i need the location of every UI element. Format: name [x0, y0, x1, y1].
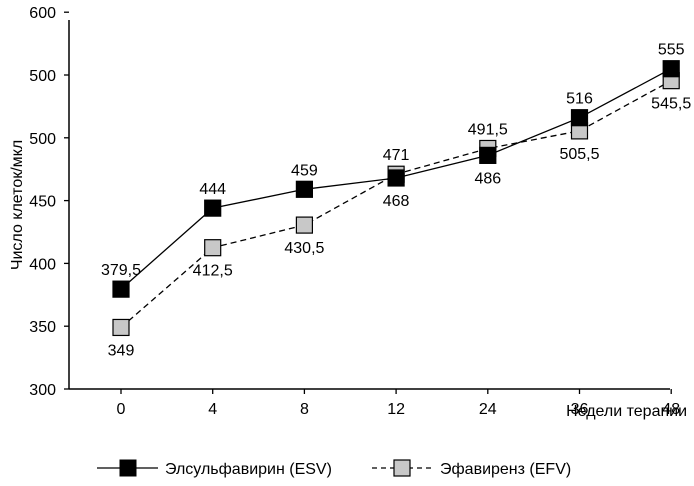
y-tick-label: 400 [29, 256, 56, 273]
data-point-esv [112, 280, 130, 298]
legend-item-efv: Эфавиренз (EFV) [372, 459, 571, 478]
data-point-esv [387, 169, 405, 187]
data-point-esv [204, 199, 222, 217]
y-tick-label: 350 [29, 319, 56, 336]
y-axis-title: Число клеток/мкл [9, 140, 26, 270]
legend-efv-marker [393, 459, 411, 477]
y-tick-label: 500 [29, 131, 56, 148]
data-point-esv [295, 180, 313, 198]
legend-esv-label: Элсульфавирин (ESV) [165, 461, 332, 478]
data-point-efv [295, 216, 313, 234]
data-label-esv: 516 [566, 91, 593, 108]
legend-efv-label: Эфавиренз (EFV) [440, 461, 571, 478]
data-point-efv [204, 239, 222, 257]
data-label-esv: 486 [474, 170, 501, 187]
data-label-esv: 379,5 [101, 262, 141, 279]
data-label-efv: 505,5 [559, 146, 599, 163]
data-labels: 379,5 444 459 468 486 516 555 349 412,5 430,5 471 4… [101, 42, 691, 360]
y-axis-ticks: 300 350 400 450 500 500 600 [29, 5, 69, 399]
data-label-efv: 430,5 [284, 240, 324, 257]
series-layer [112, 60, 680, 337]
data-point-esv [662, 60, 680, 78]
y-tick-label: 300 [29, 382, 56, 399]
data-label-esv: 459 [291, 162, 318, 179]
x-tick-label: 24 [479, 401, 497, 418]
data-label-efv: 491,5 [468, 121, 508, 138]
data-label-efv: 545,5 [651, 96, 691, 113]
y-tick-label: 600 [29, 5, 56, 22]
data-label-esv: 555 [658, 42, 685, 59]
legend: Элсульфавирин (ESV) Эфавиренз (EFV) [97, 459, 571, 478]
data-label-esv: 444 [199, 181, 226, 198]
x-tick-label: 12 [387, 401, 405, 418]
x-axis-ticks: 0 4 8 12 24 36 48 [117, 389, 680, 418]
x-tick-label: 48 [662, 401, 680, 418]
data-point-esv [570, 109, 589, 127]
data-label-esv: 468 [383, 193, 410, 210]
data-point-efv [112, 318, 130, 337]
x-tick-label: 8 [300, 401, 309, 418]
data-label-efv: 412,5 [193, 263, 233, 280]
data-label-efv: 349 [108, 342, 135, 359]
data-label-efv: 471 [383, 147, 410, 164]
axes [68, 20, 670, 390]
x-tick-label: 36 [571, 401, 589, 418]
x-tick-label: 0 [117, 401, 126, 418]
x-axis-title: Недели терапии [566, 403, 687, 420]
y-tick-label: 500 [29, 68, 56, 85]
x-tick-label: 4 [208, 401, 217, 418]
data-point-esv [479, 146, 497, 164]
y-tick-label: 450 [29, 194, 56, 211]
legend-item-esv: Элсульфавирин (ESV) [97, 459, 332, 478]
legend-esv-marker [119, 459, 137, 477]
